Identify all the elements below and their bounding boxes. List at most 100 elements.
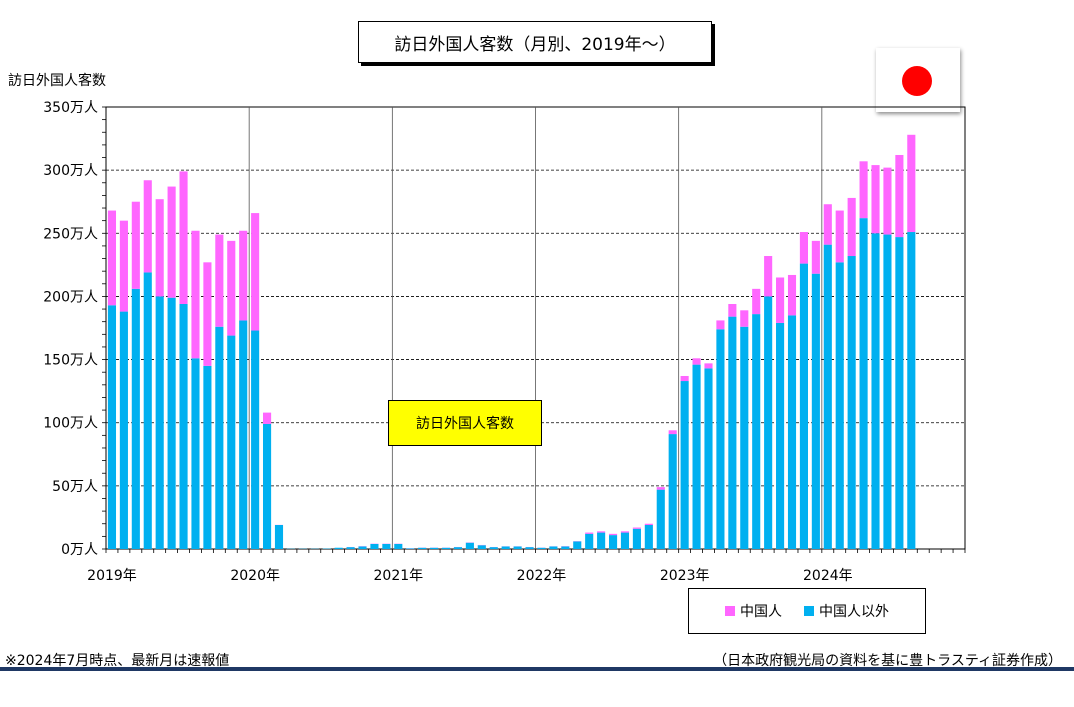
bar-segment-other bbox=[644, 525, 653, 549]
y-tick-label: 300万人 bbox=[43, 163, 98, 179]
y-tick-label: 150万人 bbox=[43, 353, 98, 369]
legend-label-china: 中国人 bbox=[740, 604, 782, 620]
bar-segment-china bbox=[716, 320, 725, 330]
bar-segment-china bbox=[251, 213, 260, 331]
bar-segment-other bbox=[799, 263, 808, 549]
bar-segment-china bbox=[740, 310, 749, 327]
bar-segment-other bbox=[203, 365, 212, 549]
bar-segment-other bbox=[728, 316, 737, 549]
flag-sun-icon bbox=[902, 66, 932, 96]
bar-segment-china bbox=[608, 533, 618, 536]
x-tick-label: 2020年 bbox=[230, 568, 280, 584]
bar-segment-china bbox=[632, 527, 641, 529]
bar-segment-china bbox=[799, 232, 808, 264]
bar-segment-china bbox=[871, 165, 880, 234]
bar-segment-other bbox=[907, 232, 916, 549]
bar-segment-china bbox=[704, 363, 713, 369]
y-tick-label: 50万人 bbox=[52, 479, 98, 495]
bar-segment-china bbox=[907, 134, 916, 233]
bar-segment-other bbox=[787, 315, 797, 549]
bar-segment-other bbox=[358, 546, 367, 549]
japan-flag-icon bbox=[876, 48, 960, 112]
bar-segment-china bbox=[131, 201, 140, 289]
bar-segment-other bbox=[895, 237, 904, 549]
bar-segment-china bbox=[823, 204, 832, 245]
bar-segment-other bbox=[239, 320, 248, 549]
bar-segment-china bbox=[895, 154, 904, 238]
legend-swatch-other bbox=[804, 606, 814, 616]
bar-segment-other bbox=[585, 533, 594, 549]
bar-segment-other bbox=[215, 326, 224, 549]
bar-segment-china bbox=[835, 210, 844, 263]
bar-segment-china bbox=[644, 523, 653, 526]
bar-segment-china bbox=[167, 186, 176, 298]
bar-segment-china bbox=[776, 277, 785, 323]
bar-segment-other bbox=[704, 368, 713, 549]
bar-segment-china bbox=[107, 210, 117, 306]
bar-segment-other bbox=[191, 358, 200, 549]
x-tick-label: 2022年 bbox=[517, 568, 567, 584]
bar-segment-china bbox=[656, 487, 665, 490]
legend-swatch-china bbox=[725, 606, 735, 616]
bar-segment-other bbox=[776, 322, 785, 549]
bar-segment-other bbox=[143, 272, 152, 549]
bar-segment-other bbox=[370, 543, 379, 549]
bar-segment-other bbox=[859, 218, 868, 550]
bar-segment-china bbox=[203, 262, 212, 366]
chart-legend: 中国人 中国人以外 bbox=[688, 588, 926, 634]
bar-segment-other bbox=[406, 548, 415, 549]
bar-segment-other bbox=[155, 296, 164, 549]
bar-segment-other bbox=[107, 305, 117, 549]
bar-segment-china bbox=[764, 256, 773, 297]
bar-segment-other bbox=[167, 297, 176, 549]
x-tick-label: 2024年 bbox=[803, 568, 853, 584]
bar-segment-other bbox=[131, 288, 140, 549]
bar-segment-other bbox=[752, 314, 761, 549]
bar-segment-other bbox=[573, 541, 582, 549]
bar-segment-china bbox=[119, 220, 128, 312]
bar-segment-china bbox=[191, 230, 200, 359]
bar-segment-china bbox=[179, 171, 188, 305]
bar-segment-china bbox=[859, 161, 868, 219]
bar-segment-other bbox=[716, 329, 725, 549]
bar-segment-other bbox=[620, 532, 630, 549]
legend-item-china: 中国人 bbox=[725, 601, 782, 621]
bar-segment-other bbox=[549, 546, 558, 549]
bar-segment-other bbox=[334, 547, 343, 549]
x-tick-label: 2023年 bbox=[660, 568, 710, 584]
bar-segment-other bbox=[477, 545, 486, 549]
bar-segment-china bbox=[263, 412, 272, 424]
y-tick-label: 0万人 bbox=[61, 542, 98, 558]
bar-segment-other bbox=[263, 423, 272, 549]
y-tick-label: 350万人 bbox=[43, 100, 98, 116]
chart-title: 訪日外国人客数（月別、2019年～） bbox=[358, 21, 712, 63]
bar-segment-other bbox=[465, 542, 474, 549]
bar-segment-other bbox=[692, 364, 701, 549]
bar-segment-other bbox=[513, 546, 522, 549]
bar-segment-other bbox=[811, 273, 820, 549]
bar-segment-other bbox=[656, 489, 665, 549]
bar-segment-china bbox=[728, 304, 737, 317]
bar-segment-other bbox=[608, 535, 618, 549]
bar-segment-other bbox=[382, 543, 391, 549]
bar-segment-other bbox=[597, 532, 606, 549]
bar-segment-china bbox=[883, 167, 892, 235]
bar-segment-other bbox=[847, 256, 856, 549]
y-tick-label: 200万人 bbox=[43, 289, 98, 305]
bar-segment-china bbox=[668, 430, 677, 435]
bar-segment-china bbox=[787, 274, 797, 316]
bar-segment-other bbox=[501, 546, 510, 549]
y-axis-title: 訪日外国人客数 bbox=[8, 73, 106, 89]
bar-segment-other bbox=[453, 547, 463, 549]
footnote-left: ※2024年7月時点、最新月は速報値 bbox=[5, 653, 230, 669]
bar-segment-china bbox=[620, 531, 630, 533]
bottom-rule bbox=[0, 667, 1074, 671]
bar-segment-other bbox=[394, 543, 403, 549]
bar-segment-china bbox=[585, 532, 594, 534]
bar-segment-other bbox=[668, 434, 677, 549]
bar-segment-china bbox=[155, 199, 164, 297]
bar-segment-other bbox=[835, 262, 844, 549]
bar-segment-other bbox=[561, 546, 570, 549]
bar-segment-china bbox=[752, 288, 761, 315]
